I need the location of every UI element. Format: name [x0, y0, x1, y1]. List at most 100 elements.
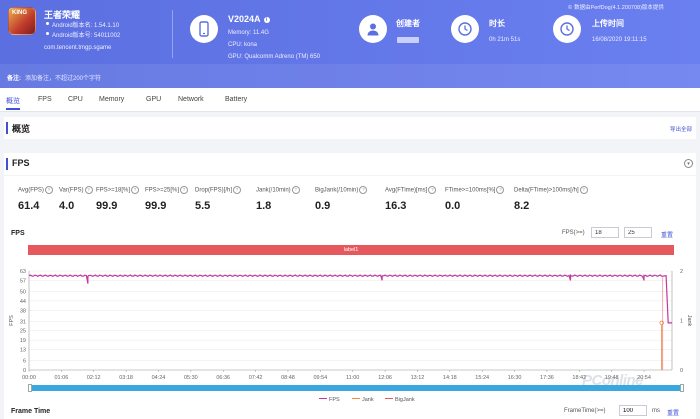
- x-tick-label: 06:36: [216, 375, 230, 381]
- legend-swatch: [385, 397, 393, 399]
- stat-avg-ftime: Avg(FTime)[ms] 16.3: [385, 186, 436, 213]
- legend-label: Jank: [362, 397, 374, 403]
- upload-time-icon: [553, 15, 581, 43]
- y2-tick-label: 0: [680, 368, 683, 374]
- overview-title: 概览: [12, 124, 31, 134]
- y-tick-label: 57: [20, 278, 26, 284]
- frame-time-threshold-label: FrameTime(>=): [564, 408, 606, 414]
- x-tick-label: 14:18: [443, 375, 457, 381]
- note-label: 备注:: [7, 76, 21, 82]
- x-tick-label: 04:24: [152, 375, 166, 381]
- section-accent: [6, 122, 8, 134]
- overview-section-header: 概览 导出全部: [4, 117, 696, 139]
- metric-tabs: 概览 FPS CPU Memory GPU Network Battery: [0, 88, 700, 112]
- y-tick-label: 25: [20, 329, 26, 335]
- stat-delta-ftime: Delta(FTime)>100ms[/h] 8.2: [514, 186, 588, 213]
- x-tick-label: 03:18: [119, 375, 133, 381]
- stat-label: BigJank(/10min): [315, 186, 367, 194]
- fps-threshold-label: FPS(>=): [562, 230, 585, 236]
- fps-chart[interactable]: 0 6 13 19 25 31 38 44 50 57 63 0 1 2 FPS Jank 00:00 01:06…: [4, 256, 696, 386]
- x-tick-label: 05:30: [184, 375, 198, 381]
- stat-fps-25: FPS>=25[%] 99.9: [145, 186, 188, 213]
- stat-value: 99.9: [145, 200, 167, 212]
- fps-section-title: FPS: [12, 158, 30, 168]
- stat-var-fps: Var(FPS) 4.0: [59, 186, 93, 213]
- x-tick-label: 08:48: [281, 375, 295, 381]
- x-tick-label: 19:48: [605, 375, 619, 381]
- stat-value: 8.2: [514, 200, 530, 212]
- fps-reset-link[interactable]: 重置: [661, 233, 674, 239]
- header-divider: [172, 10, 173, 58]
- x-tick-label: 09:54: [313, 375, 327, 381]
- stat-value: 5.5: [195, 200, 211, 212]
- stat-value: 0.0: [445, 200, 461, 212]
- stat-value: 61.4: [18, 200, 40, 212]
- x-tick-label: 00:00: [22, 375, 36, 381]
- device-name: V2024A i: [228, 14, 270, 24]
- android-version-name: Android版本名: 1.54.1.10: [45, 20, 119, 29]
- fps-threshold-1-input[interactable]: [591, 227, 619, 238]
- frame-time-reset-link[interactable]: 重置: [667, 411, 680, 417]
- tab-fps[interactable]: FPS: [38, 96, 52, 103]
- legend-jank[interactable]: Jank: [352, 397, 374, 403]
- legend-bigjank[interactable]: BigJank: [385, 397, 415, 403]
- tab-memory[interactable]: Memory: [99, 96, 125, 103]
- tab-gpu[interactable]: GPU: [146, 96, 162, 103]
- x-tick-label: 15:24: [475, 375, 489, 381]
- creator-name-redacted: [397, 37, 419, 43]
- legend-fps[interactable]: FPS: [319, 397, 340, 403]
- slider-handle-left[interactable]: [28, 384, 32, 392]
- export-all-link[interactable]: 导出全部: [669, 127, 692, 133]
- upload-time-value: 16/08/2020 19:11:15: [592, 37, 647, 43]
- x-tick-label: 07:42: [249, 375, 263, 381]
- tab-network[interactable]: Network: [178, 96, 204, 103]
- chevron-down-icon[interactable]: ▾: [684, 159, 693, 168]
- stat-value: 16.3: [385, 200, 407, 212]
- legend-label: BigJank: [395, 397, 415, 403]
- phone-icon: [190, 15, 218, 43]
- time-range-slider[interactable]: [28, 384, 684, 392]
- stat-fps-18: FPS>=18[%] 99.9: [96, 186, 139, 213]
- tab-overview[interactable]: 概览: [6, 98, 20, 110]
- y-tick-label: 50: [20, 289, 26, 295]
- stat-ftime-100: FTime>=100ms[%] 0.0: [445, 186, 504, 213]
- upload-time-label: 上传时间: [592, 19, 624, 28]
- stat-bigjank: BigJank(/10min) 0.9: [315, 186, 367, 213]
- stat-value: 4.0: [59, 200, 75, 212]
- section-accent: [6, 158, 8, 170]
- x-tick-label: 20:54: [637, 375, 651, 381]
- app-icon: KING: [8, 7, 36, 35]
- app-name: 王者荣耀: [44, 10, 81, 20]
- x-tick-label: 13:12: [411, 375, 425, 381]
- app-icon-text: KING: [12, 10, 27, 16]
- y2-axis-label: Jank: [686, 315, 692, 327]
- fps-series-line: [28, 273, 672, 324]
- fps-chart-title: FPS: [11, 230, 25, 237]
- duration-value: 0h 21m 51s: [489, 37, 521, 43]
- info-icon[interactable]: i: [263, 17, 270, 23]
- note-bar[interactable]: 备注: 添加备注，不超过200个字符: [0, 64, 700, 88]
- y-tick-label: 19: [20, 338, 26, 344]
- fps-threshold-2-input[interactable]: [624, 227, 652, 238]
- label-bar[interactable]: label1: [28, 245, 674, 255]
- y-tick-label: 38: [20, 308, 26, 314]
- x-tick-label: 11:00: [346, 375, 359, 381]
- tab-battery[interactable]: Battery: [225, 96, 248, 103]
- stat-label: Delta(FTime)>100ms[/h]: [514, 186, 588, 194]
- y-tick-label: 13: [20, 348, 26, 354]
- x-tick-label: 01:06: [54, 375, 68, 381]
- y-tick-label: 44: [20, 299, 26, 305]
- y2-tick-label: 2: [680, 269, 683, 275]
- y-axis-label: FPS: [9, 315, 15, 326]
- x-tick-label: 18:42: [572, 375, 586, 381]
- report-header: KING 王者荣耀 Android版本名: 1.54.1.10 Android版…: [0, 0, 700, 88]
- legend-swatch: [319, 397, 327, 399]
- stat-label: Avg(FTime)[ms]: [385, 186, 436, 194]
- watermark: PConline: [582, 372, 644, 389]
- report-source: 数据由PerfDog(4.1.200708)版本提供: [568, 3, 664, 11]
- legend-swatch: [352, 397, 360, 399]
- frame-time-threshold-input[interactable]: [619, 405, 647, 416]
- tab-cpu[interactable]: CPU: [68, 96, 83, 103]
- slider-handle-right[interactable]: [680, 384, 684, 392]
- stat-label: Drop(FPS)[/h]: [195, 186, 241, 194]
